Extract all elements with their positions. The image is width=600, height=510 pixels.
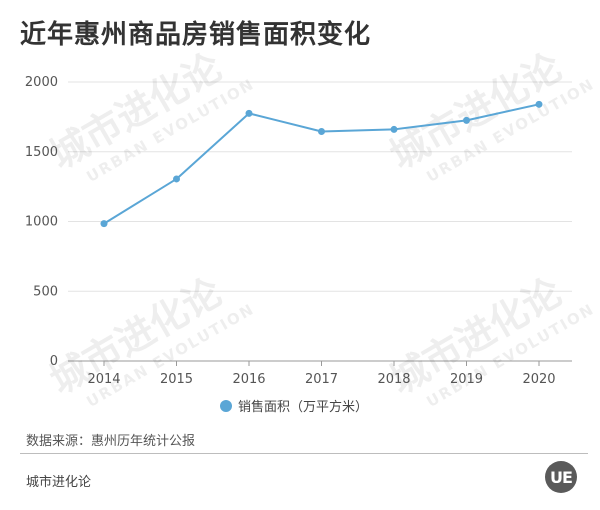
y-tick-label: 1000: [25, 215, 58, 230]
legend: 销售面积（万平方米）: [220, 399, 368, 415]
legend-marker: [220, 400, 232, 412]
legend-label: 销售面积（万平方米）: [238, 399, 368, 415]
x-tick-label: 2019: [450, 372, 483, 387]
footer-divider: [20, 453, 588, 454]
y-tick-label: 2000: [25, 75, 58, 90]
source-note: 数据来源：惠州历年统计公报: [26, 434, 196, 449]
x-tick-label: 2020: [522, 372, 555, 387]
y-axis-ticks: 0 500 1000 1500 2000: [25, 75, 58, 369]
chart-title: 近年惠州商品房销售面积变化: [20, 20, 372, 50]
data-point: [318, 128, 325, 136]
brand-name: 城市进化论: [26, 475, 92, 490]
y-tick-label: 1500: [25, 145, 58, 160]
data-point: [463, 116, 470, 124]
data-point: [390, 125, 398, 133]
y-tick-label: 500: [33, 284, 58, 299]
series-layer: [100, 100, 543, 228]
y-tick-label: 0: [50, 354, 58, 369]
gridlines: [68, 81, 572, 362]
x-tick-label: 2015: [160, 372, 193, 387]
data-point: [173, 175, 180, 183]
data-point: [100, 220, 108, 228]
x-tick-label: 2014: [87, 372, 120, 387]
x-tick-label: 2018: [377, 372, 410, 387]
x-tick-label: 2016: [232, 372, 265, 387]
brand-logo-icon: UE: [545, 461, 577, 493]
x-axis-ticks: 2014 2015 2016 2017 2018 2019 2020: [87, 361, 556, 387]
x-tick-label: 2017: [305, 372, 338, 387]
data-point: [535, 100, 543, 108]
data-point: [245, 109, 253, 117]
